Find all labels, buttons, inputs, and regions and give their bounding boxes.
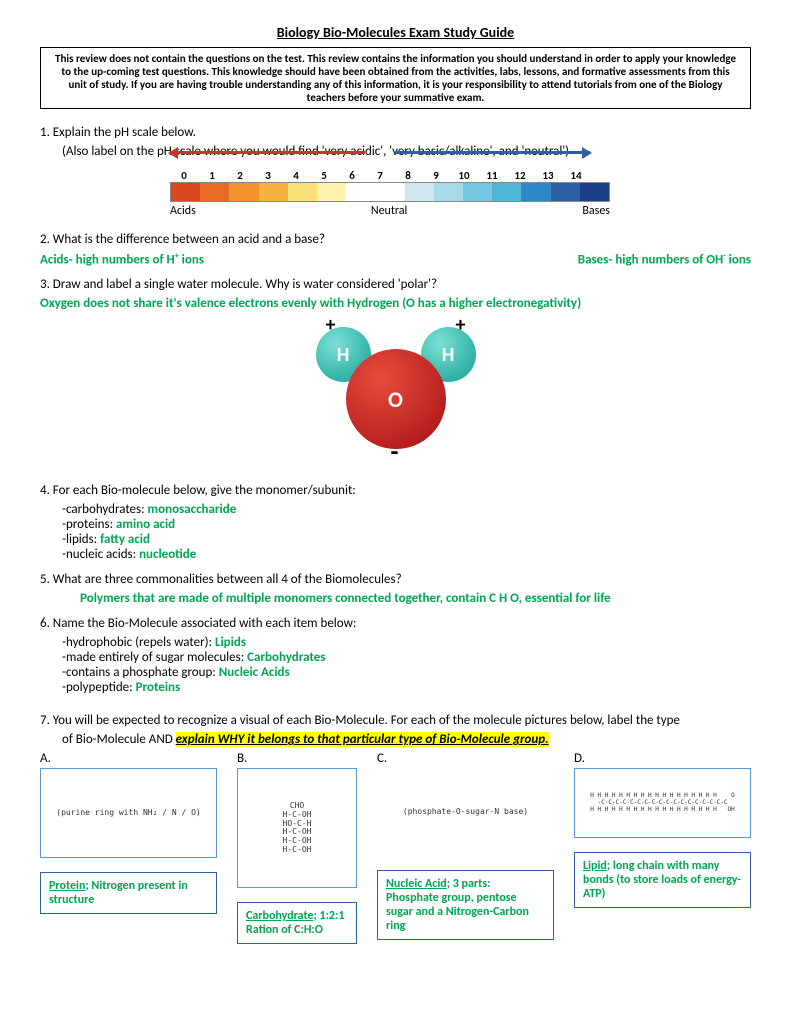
ph-segment bbox=[521, 183, 550, 201]
ph-number: 13 bbox=[534, 169, 562, 182]
ph-number: 8 bbox=[394, 169, 422, 182]
ph-label-bases: Bases bbox=[582, 204, 610, 218]
ph-segment bbox=[375, 183, 404, 201]
ph-segment bbox=[259, 183, 288, 201]
molecule-a: A. (purine ring with NH₂ / N / O) Protei… bbox=[40, 751, 217, 914]
ph-label-neutral: Neutral bbox=[371, 204, 407, 218]
ph-segment bbox=[229, 183, 258, 201]
ph-segment bbox=[492, 183, 521, 201]
page-title: Biology Bio-Molecules Exam Study Guide bbox=[40, 24, 751, 41]
ph-number: 2 bbox=[226, 169, 254, 182]
q6-item: -polypeptide: Proteins bbox=[62, 680, 751, 695]
ph-number: 3 bbox=[254, 169, 282, 182]
ph-number: 1 bbox=[198, 169, 226, 182]
question-6: 6. Name the Bio-Molecule associated with… bbox=[40, 616, 751, 631]
q6-item: -contains a phosphate group: Nucleic Aci… bbox=[62, 665, 751, 680]
question-2: 2. What is the difference between an aci… bbox=[40, 232, 751, 247]
ph-number: 0 bbox=[170, 169, 198, 182]
ph-segment bbox=[405, 183, 434, 201]
ph-segment bbox=[580, 183, 609, 201]
ph-segment bbox=[171, 183, 200, 201]
ph-number: 9 bbox=[422, 169, 450, 182]
molecule-d-answer: Lipid; long chain with many bonds (to st… bbox=[574, 852, 751, 908]
ph-number: 11 bbox=[478, 169, 506, 182]
ph-number: 5 bbox=[310, 169, 338, 182]
question-7-line2: of Bio-Molecule AND explain WHY it belon… bbox=[62, 732, 751, 747]
ph-segment bbox=[317, 183, 346, 201]
ph-label-acids: Acids bbox=[170, 204, 196, 218]
q2-answer-bases: Bases- high numbers of OH- ions bbox=[578, 251, 751, 267]
q6-item: -hydrophobic (repels water): Lipids bbox=[62, 635, 751, 650]
molecule-d: D. H H H H H H H H H H H H H H H H H H O… bbox=[574, 751, 751, 908]
q4-item: -lipids: fatty acid bbox=[62, 532, 751, 547]
question-5: 5. What are three commonalities between … bbox=[40, 572, 751, 587]
ph-number: 10 bbox=[450, 169, 478, 182]
molecule-b: B. CHO H-C-OH HO-C-H H-C-OH H-C-OH H-C-O… bbox=[237, 751, 357, 944]
q5-answer: Polymers that are made of multiple monom… bbox=[80, 591, 751, 606]
q3-answer: Oxygen does not share it's valence elect… bbox=[40, 296, 751, 311]
water-molecule-diagram: + + H H O - bbox=[296, 319, 496, 469]
molecule-b-answer: Carbohydrate; 1:2:1 Ration of C:H:O bbox=[237, 902, 357, 944]
ph-number: 4 bbox=[282, 169, 310, 182]
ph-segment bbox=[463, 183, 492, 201]
question-3: 3. Draw and label a single water molecul… bbox=[40, 277, 751, 292]
q6-item: -made entirely of sugar molecules: Carbo… bbox=[62, 650, 751, 665]
q4-item: -nucleic acids: nucleotide bbox=[62, 547, 751, 562]
q4-item: -proteins: amino acid bbox=[62, 517, 751, 532]
intro-box: This review does not contain the questio… bbox=[40, 47, 751, 109]
molecule-c-answer: Nucleic Acid; 3 parts: Phosphate group, … bbox=[377, 870, 554, 940]
question-4: 4. For each Bio-molecule below, give the… bbox=[40, 483, 751, 498]
ph-segment bbox=[288, 183, 317, 201]
ph-number: 14 bbox=[562, 169, 590, 182]
q4-item: -carbohydrates: monosaccharide bbox=[62, 502, 751, 517]
ph-segment bbox=[200, 183, 229, 201]
question-7-line1: 7. You will be expected to recognize a v… bbox=[40, 713, 751, 728]
ph-segment bbox=[434, 183, 463, 201]
ph-number: 7 bbox=[366, 169, 394, 182]
ph-number: 6 bbox=[338, 169, 366, 182]
question-1: 1. Explain the pH scale below. bbox=[40, 125, 751, 140]
molecule-a-answer: Protein; Nitrogen present in structure bbox=[40, 872, 217, 914]
q2-answer-acids: Acids- high numbers of H+ ions bbox=[40, 251, 204, 267]
molecule-c: C. (phosphate-O-sugar-N base) Nucleic Ac… bbox=[377, 751, 554, 940]
ph-segment bbox=[346, 183, 375, 201]
ph-scale: 01234567891011121314 Acids Neutral Bases bbox=[170, 169, 610, 218]
ph-number: 12 bbox=[506, 169, 534, 182]
molecule-row: A. (purine ring with NH₂ / N / O) Protei… bbox=[40, 751, 751, 944]
ph-segment bbox=[551, 183, 580, 201]
